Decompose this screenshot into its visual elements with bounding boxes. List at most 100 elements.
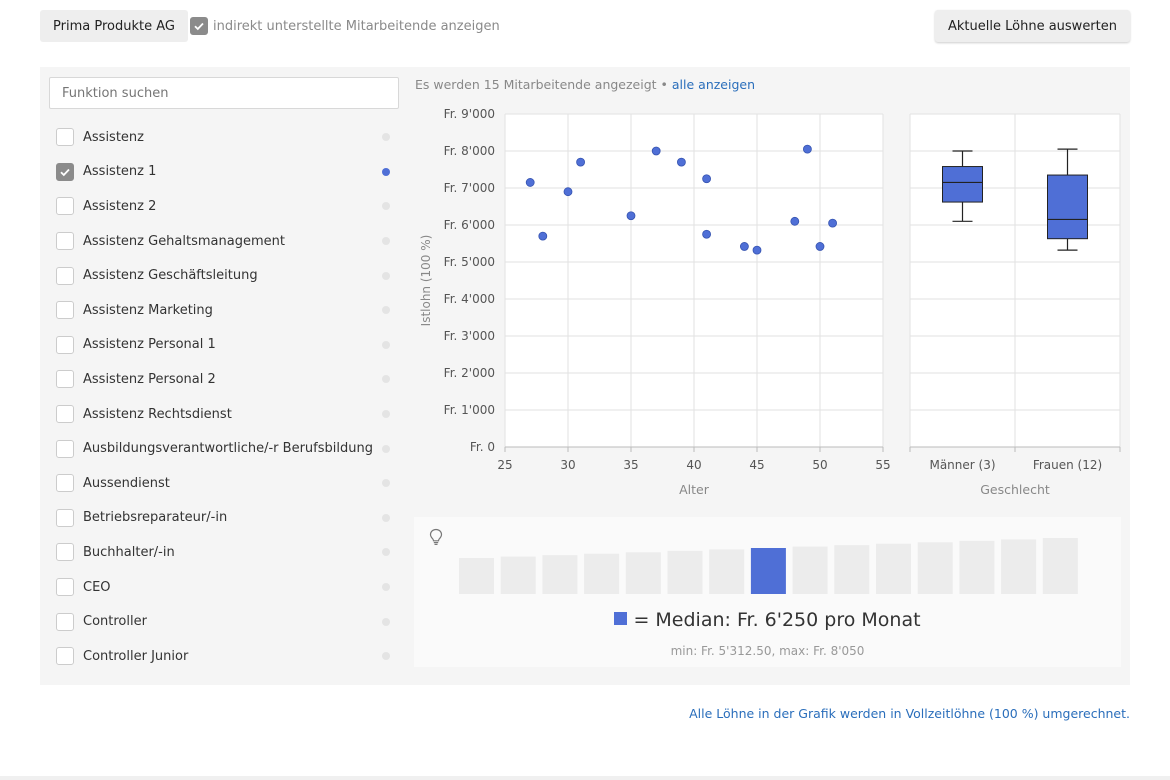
function-item[interactable]: Assistenz Gehaltsmanagement xyxy=(56,224,392,259)
median-bar xyxy=(709,549,745,594)
function-checkbox[interactable] xyxy=(56,405,74,424)
function-item[interactable]: Assistenz 1 xyxy=(56,155,392,190)
x-tick-label: 45 xyxy=(749,458,764,472)
function-status-dot xyxy=(382,652,390,661)
function-label: Assistenz Rechtsdienst xyxy=(83,406,232,422)
function-item[interactable]: Assistenz xyxy=(56,120,392,155)
function-status-dot xyxy=(382,340,390,349)
function-checkbox[interactable] xyxy=(56,197,74,216)
median-bar xyxy=(917,542,953,594)
function-label: Assistenz 1 xyxy=(83,164,157,180)
x-axis-title: Alter xyxy=(679,482,710,497)
function-label: Betriebsreparateur/-in xyxy=(83,510,228,526)
function-label: Controller xyxy=(83,614,147,630)
lightbulb-icon xyxy=(429,528,443,545)
y-tick-label: Fr. 9'000 xyxy=(444,107,495,121)
median-bar xyxy=(667,550,703,594)
function-checkbox[interactable] xyxy=(56,578,74,597)
function-item[interactable]: CEO xyxy=(56,570,392,605)
function-label: Assistenz 2 xyxy=(83,198,157,214)
function-checkbox[interactable] xyxy=(56,508,74,527)
median-bar xyxy=(584,553,620,594)
check-icon xyxy=(194,22,204,31)
scatter-point xyxy=(576,157,586,167)
y-tick-label: Fr. 1'000 xyxy=(444,403,495,417)
function-item[interactable]: Ausbildungsverantwortliche/-r Berufsbild… xyxy=(56,431,392,466)
function-label: Assistenz Marketing xyxy=(83,302,213,318)
median-bar xyxy=(792,546,828,594)
x-tick-label: 35 xyxy=(623,458,638,472)
toolbar: Prima Produkte AG indirekt unterstellte … xyxy=(40,10,1130,42)
scatter-point xyxy=(525,178,535,187)
function-item[interactable]: Assistenz 2 xyxy=(56,189,392,224)
y-tick-label: Fr. 8'000 xyxy=(444,144,495,158)
function-item[interactable]: Betriebsreparateur/-in xyxy=(56,501,392,536)
x-tick-label: 40 xyxy=(686,458,701,472)
function-checkbox[interactable] xyxy=(56,647,74,666)
function-status-dot xyxy=(382,410,390,419)
function-label: Controller Junior xyxy=(83,648,189,664)
function-checkbox[interactable] xyxy=(56,266,74,285)
evaluate-wages-button[interactable]: Aktuelle Löhne auswerten xyxy=(935,10,1130,42)
function-item[interactable]: Buchhalter/-in xyxy=(56,535,392,570)
indirect-toggle[interactable]: indirekt unterstellte Mitarbeitende anze… xyxy=(190,17,500,35)
scatter-point xyxy=(538,231,548,241)
function-status-dot xyxy=(382,133,390,142)
function-status-dot xyxy=(382,167,390,176)
median-bar xyxy=(1042,538,1078,594)
employee-count: Es werden 15 Mitarbeitende angezeigt • a… xyxy=(415,77,755,92)
function-item[interactable]: Assistenz Geschäftsleitung xyxy=(56,258,392,293)
indirect-checkbox[interactable] xyxy=(190,17,208,35)
function-item[interactable]: Controller xyxy=(56,604,392,639)
function-label: Aussendienst xyxy=(83,475,170,491)
function-checkbox[interactable] xyxy=(56,612,74,631)
median-min-max: min: Fr. 5'312.50, max: Fr. 8'050 xyxy=(670,644,865,658)
function-checkbox[interactable] xyxy=(56,439,74,458)
function-item[interactable]: Assistenz Personal 2 xyxy=(56,362,392,397)
company-select-button[interactable]: Prima Produkte AG xyxy=(40,10,188,42)
function-checkbox[interactable] xyxy=(56,162,74,181)
function-checkbox[interactable] xyxy=(56,301,74,320)
function-status-dot xyxy=(382,202,390,211)
y-tick-label: Fr. 4'000 xyxy=(444,292,495,306)
scatter-point xyxy=(702,174,712,184)
function-checkbox[interactable] xyxy=(56,128,74,147)
scatter-point xyxy=(651,146,661,156)
box-category-label: Männer (3) xyxy=(929,458,995,472)
scatter-point xyxy=(563,187,573,197)
scatter-point xyxy=(802,144,812,154)
function-item[interactable]: Assistenz Personal 1 xyxy=(56,328,392,363)
median-bar-chart xyxy=(459,538,1078,594)
function-list: Assistenz Assistenz 1 Assistenz 2 Assistenz… xyxy=(56,120,392,674)
function-label: Buchhalter/-in xyxy=(83,544,175,560)
function-status-dot xyxy=(382,237,390,246)
function-checkbox[interactable] xyxy=(56,232,74,251)
y-tick-label: Fr. 7'000 xyxy=(444,181,495,195)
median-bar xyxy=(459,558,494,594)
footnote: Alle Löhne in der Grafik werden in Vollz… xyxy=(689,706,1130,721)
function-item[interactable]: Controller Junior xyxy=(56,639,392,674)
y-axis-title: Istlohn (100 %) xyxy=(419,235,433,327)
box-category-label: Frauen (12) xyxy=(1033,458,1102,472)
function-item[interactable]: Assistenz Rechtsdienst xyxy=(56,397,392,432)
function-status-dot xyxy=(382,375,390,384)
function-checkbox[interactable] xyxy=(56,474,74,493)
function-label: Assistenz xyxy=(83,129,144,145)
function-item[interactable]: Aussendienst xyxy=(56,466,392,501)
function-checkbox[interactable] xyxy=(56,370,74,389)
median-bar xyxy=(834,545,870,594)
indirect-label: indirekt unterstellte Mitarbeitende anze… xyxy=(213,18,500,34)
function-item[interactable]: Assistenz Marketing xyxy=(56,293,392,328)
scatter-point xyxy=(702,229,712,239)
function-search-input[interactable] xyxy=(49,77,399,109)
median-text: = Median: Fr. 6'250 pro Monat xyxy=(633,609,921,631)
scatter-point xyxy=(828,218,838,228)
median-bar xyxy=(542,555,578,594)
x-tick-label: 30 xyxy=(560,458,575,472)
function-checkbox[interactable] xyxy=(56,543,74,562)
box-axis-title: Geschlecht xyxy=(980,482,1050,497)
x-tick-label: 50 xyxy=(812,458,827,472)
show-all-link[interactable]: alle anzeigen xyxy=(671,77,756,92)
function-status-dot xyxy=(382,548,390,557)
function-checkbox[interactable] xyxy=(56,335,74,354)
